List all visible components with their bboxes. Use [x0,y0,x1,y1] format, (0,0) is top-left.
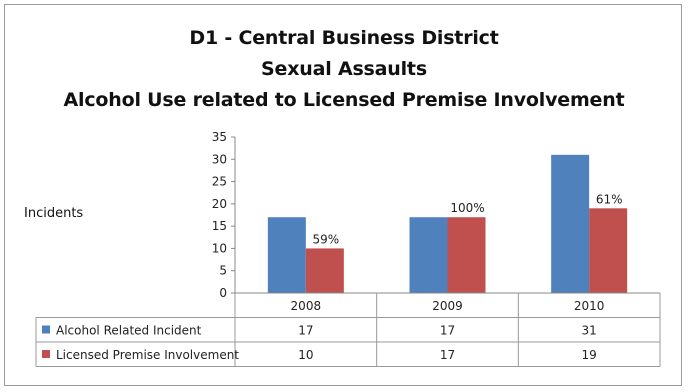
y-axis-label: Incidents [24,206,84,221]
y-tick-label: 30 [212,152,227,166]
data-label: 100% [450,201,484,215]
data-label: 61% [596,192,623,206]
y-tick-label: 20 [212,197,227,211]
y-tick-label: 25 [212,175,227,189]
x-tick-label: 2009 [432,299,463,313]
y-tick-label: 15 [212,219,227,233]
table-value: 17 [440,348,455,362]
legend-swatch [42,350,50,358]
legend-label: Alcohol Related Incident [56,324,202,338]
legend-swatch [42,325,50,334]
table-value: 10 [298,348,313,362]
bar-licensed-2008 [305,248,344,293]
bar-licensed-2009 [447,217,486,293]
x-tick-label: 2008 [291,299,322,313]
y-tick-label: 35 [212,130,227,144]
table-value: 31 [582,324,597,338]
y-tick-label: 10 [212,241,227,255]
bar-alcohol-2010 [551,154,590,293]
chart-title-line-1: D1 - Central Business District [189,27,499,49]
x-tick-label: 2010 [574,299,605,313]
table-value: 17 [440,324,455,338]
chart-title-line-3: Alcohol Use related to Licensed Premise … [63,89,625,111]
legend-label: Licensed Premise Involvement [56,348,239,362]
bar-alcohol-2008 [267,217,306,293]
bar-alcohol-2009 [409,217,448,293]
y-tick-label: 0 [219,286,227,300]
y-tick-label: 5 [219,264,227,278]
bar-licensed-2010 [589,208,628,293]
data-label: 59% [312,232,339,246]
table-value: 17 [298,324,313,338]
table-value: 19 [582,348,597,362]
chart-title-line-2: Sexual Assaults [261,58,427,80]
